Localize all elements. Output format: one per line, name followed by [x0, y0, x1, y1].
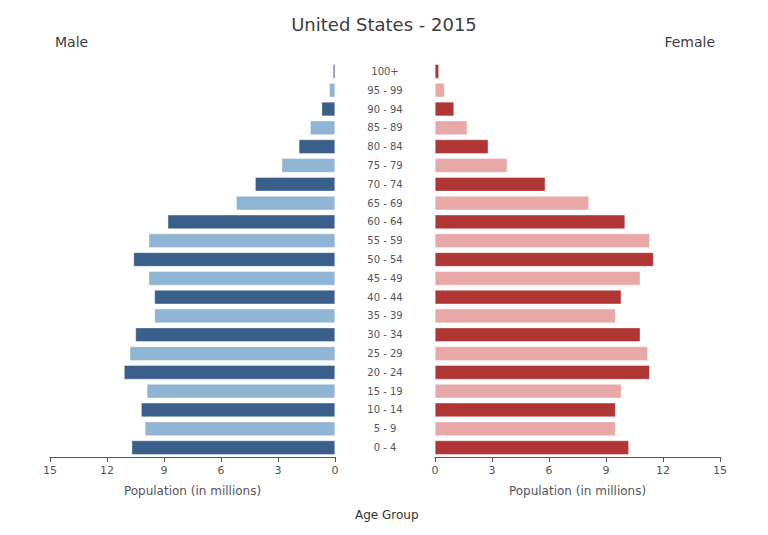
svg-text:80 - 84: 80 - 84: [367, 141, 402, 152]
svg-text:9: 9: [603, 464, 610, 477]
svg-text:9: 9: [161, 464, 168, 477]
svg-text:Female: Female: [664, 34, 715, 50]
svg-text:20 - 24: 20 - 24: [367, 367, 402, 378]
svg-text:Male: Male: [55, 34, 88, 50]
svg-text:5 - 9: 5 - 9: [374, 423, 397, 434]
svg-text:15: 15: [43, 464, 57, 477]
svg-text:0: 0: [332, 464, 339, 477]
svg-text:90 - 94: 90 - 94: [367, 104, 402, 115]
svg-text:3: 3: [275, 464, 282, 477]
svg-text:0 - 4: 0 - 4: [374, 442, 397, 453]
svg-text:Population (in millions): Population (in millions): [509, 484, 646, 498]
svg-text:100+: 100+: [371, 66, 398, 77]
svg-text:45 - 49: 45 - 49: [367, 273, 402, 284]
svg-text:55 - 59: 55 - 59: [367, 235, 402, 246]
svg-text:0: 0: [432, 464, 439, 477]
svg-text:70 - 74: 70 - 74: [367, 179, 402, 190]
svg-text:3: 3: [489, 464, 496, 477]
svg-text:6: 6: [218, 464, 225, 477]
svg-text:15 - 19: 15 - 19: [367, 386, 402, 397]
svg-text:10 - 14: 10 - 14: [367, 404, 402, 415]
svg-text:85 - 89: 85 - 89: [367, 122, 402, 133]
svg-text:15: 15: [713, 464, 727, 477]
svg-text:25 - 29: 25 - 29: [367, 348, 402, 359]
svg-text:50 - 54: 50 - 54: [367, 254, 402, 265]
svg-text:40 - 44: 40 - 44: [367, 292, 402, 303]
svg-text:Age Group: Age Group: [355, 508, 419, 522]
svg-text:Population (in millions): Population (in millions): [124, 484, 261, 498]
svg-text:30 - 34: 30 - 34: [367, 329, 402, 340]
svg-text:12: 12: [656, 464, 670, 477]
svg-text:United States - 2015: United States - 2015: [291, 14, 477, 35]
svg-text:65 - 69: 65 - 69: [367, 198, 402, 209]
svg-text:6: 6: [546, 464, 553, 477]
svg-text:12: 12: [100, 464, 114, 477]
svg-text:95 - 99: 95 - 99: [367, 85, 402, 96]
svg-text:75 - 79: 75 - 79: [367, 160, 402, 171]
svg-text:60 - 64: 60 - 64: [367, 216, 402, 227]
svg-text:35 - 39: 35 - 39: [367, 310, 402, 321]
